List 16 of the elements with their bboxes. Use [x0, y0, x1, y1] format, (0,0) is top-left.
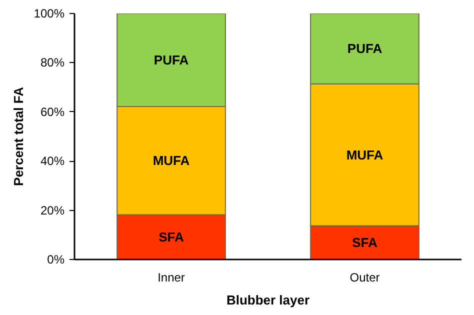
- series-label: SFA: [352, 235, 378, 250]
- y-axis-title: Percent total FA: [10, 86, 26, 186]
- x-tick-label: Outer: [350, 270, 380, 284]
- series-label: MUFA: [152, 153, 190, 168]
- text: MUFA: [346, 147, 384, 162]
- text: SFA: [158, 230, 184, 245]
- x-tick-label: Inner: [158, 270, 185, 284]
- y-tick-label: 40%: [40, 154, 65, 168]
- y-tick-label: 20%: [40, 203, 65, 218]
- series-label: PUFA: [347, 41, 383, 56]
- y-tick-label: 60%: [40, 104, 65, 119]
- y-tick-label: 100%: [34, 6, 65, 20]
- y-tick-label: 80%: [40, 56, 65, 70]
- text: PUFA: [154, 52, 189, 68]
- y-tick-label: 0%: [47, 252, 65, 266]
- x-axis-title: Blubber layer: [226, 292, 310, 308]
